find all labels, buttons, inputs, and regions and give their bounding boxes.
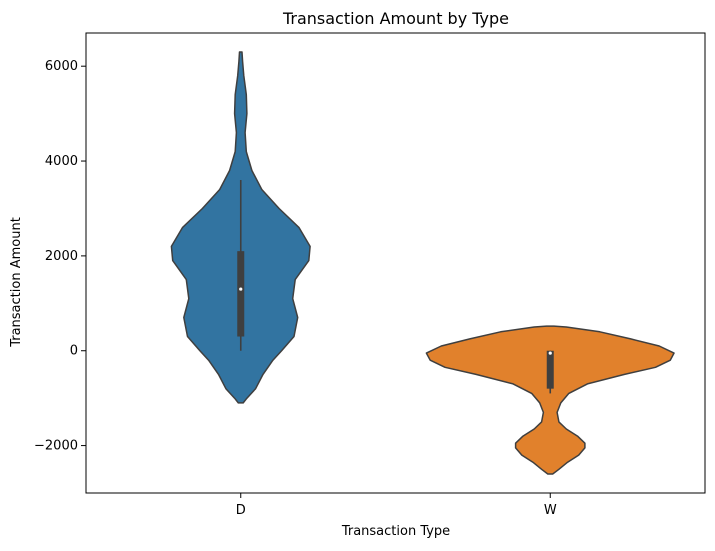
y-tick-label: 6000 (45, 59, 78, 74)
median-dot-W (548, 351, 552, 355)
plot-frame (85, 32, 706, 494)
x-axis-label: Transaction Type (341, 524, 450, 539)
y-tick-label: 4000 (45, 154, 78, 169)
y-tick-label: 0 (70, 344, 78, 359)
y-tick-label: −2000 (34, 439, 78, 454)
x-tick-label: W (544, 503, 557, 518)
y-axis-label: Transaction Amount (9, 217, 24, 348)
median-dot-D (239, 287, 243, 291)
plot-area: −2000 0 2000 4000 6000 D W (34, 32, 706, 518)
chart-title: Transaction Amount by Type (282, 9, 509, 28)
iqr-box-D (237, 251, 245, 337)
x-tick-label: D (236, 503, 246, 518)
iqr-box-W (546, 350, 554, 389)
y-tick-label: 2000 (45, 249, 78, 264)
violin-W (425, 325, 675, 475)
